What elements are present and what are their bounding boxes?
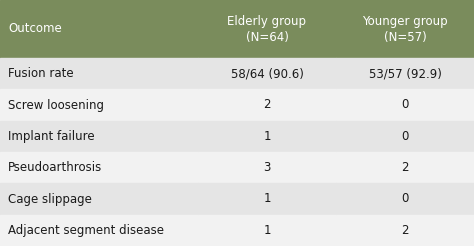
Bar [0,89,198,121]
Bar [198,152,336,183]
Text: 1: 1 [263,224,271,237]
Text: Adjacent segment disease: Adjacent segment disease [8,224,164,237]
Bar [0,121,198,152]
Bar [198,89,336,121]
Bar [0,58,198,89]
Text: 0: 0 [401,130,409,143]
Bar [0,215,198,246]
Text: Elderly group
(N=64): Elderly group (N=64) [228,15,307,44]
Bar [336,58,474,89]
Text: 2: 2 [401,224,409,237]
Text: Fusion rate: Fusion rate [8,67,73,80]
Bar [0,0,198,58]
Bar [198,215,336,246]
Text: 1: 1 [263,193,271,205]
Text: 2: 2 [263,98,271,111]
Bar [336,0,474,58]
Text: Pseudoarthrosis: Pseudoarthrosis [8,161,102,174]
Text: 53/57 (92.9): 53/57 (92.9) [369,67,441,80]
Text: Screw loosening: Screw loosening [8,98,104,111]
Bar [198,121,336,152]
Bar [198,183,336,215]
Bar [198,58,336,89]
Bar [336,183,474,215]
Text: 0: 0 [401,193,409,205]
Text: Cage slippage: Cage slippage [8,193,92,205]
Bar [336,215,474,246]
Bar [336,152,474,183]
Text: 1: 1 [263,130,271,143]
Bar [0,152,198,183]
Text: 0: 0 [401,98,409,111]
Text: Younger group
(N=57): Younger group (N=57) [362,15,448,44]
Bar [0,183,198,215]
Text: Implant failure: Implant failure [8,130,95,143]
Bar [336,89,474,121]
Text: Outcome: Outcome [8,22,62,35]
Text: 58/64 (90.6): 58/64 (90.6) [230,67,303,80]
Text: 3: 3 [264,161,271,174]
Text: 2: 2 [401,161,409,174]
Bar [198,0,336,58]
Bar [336,121,474,152]
